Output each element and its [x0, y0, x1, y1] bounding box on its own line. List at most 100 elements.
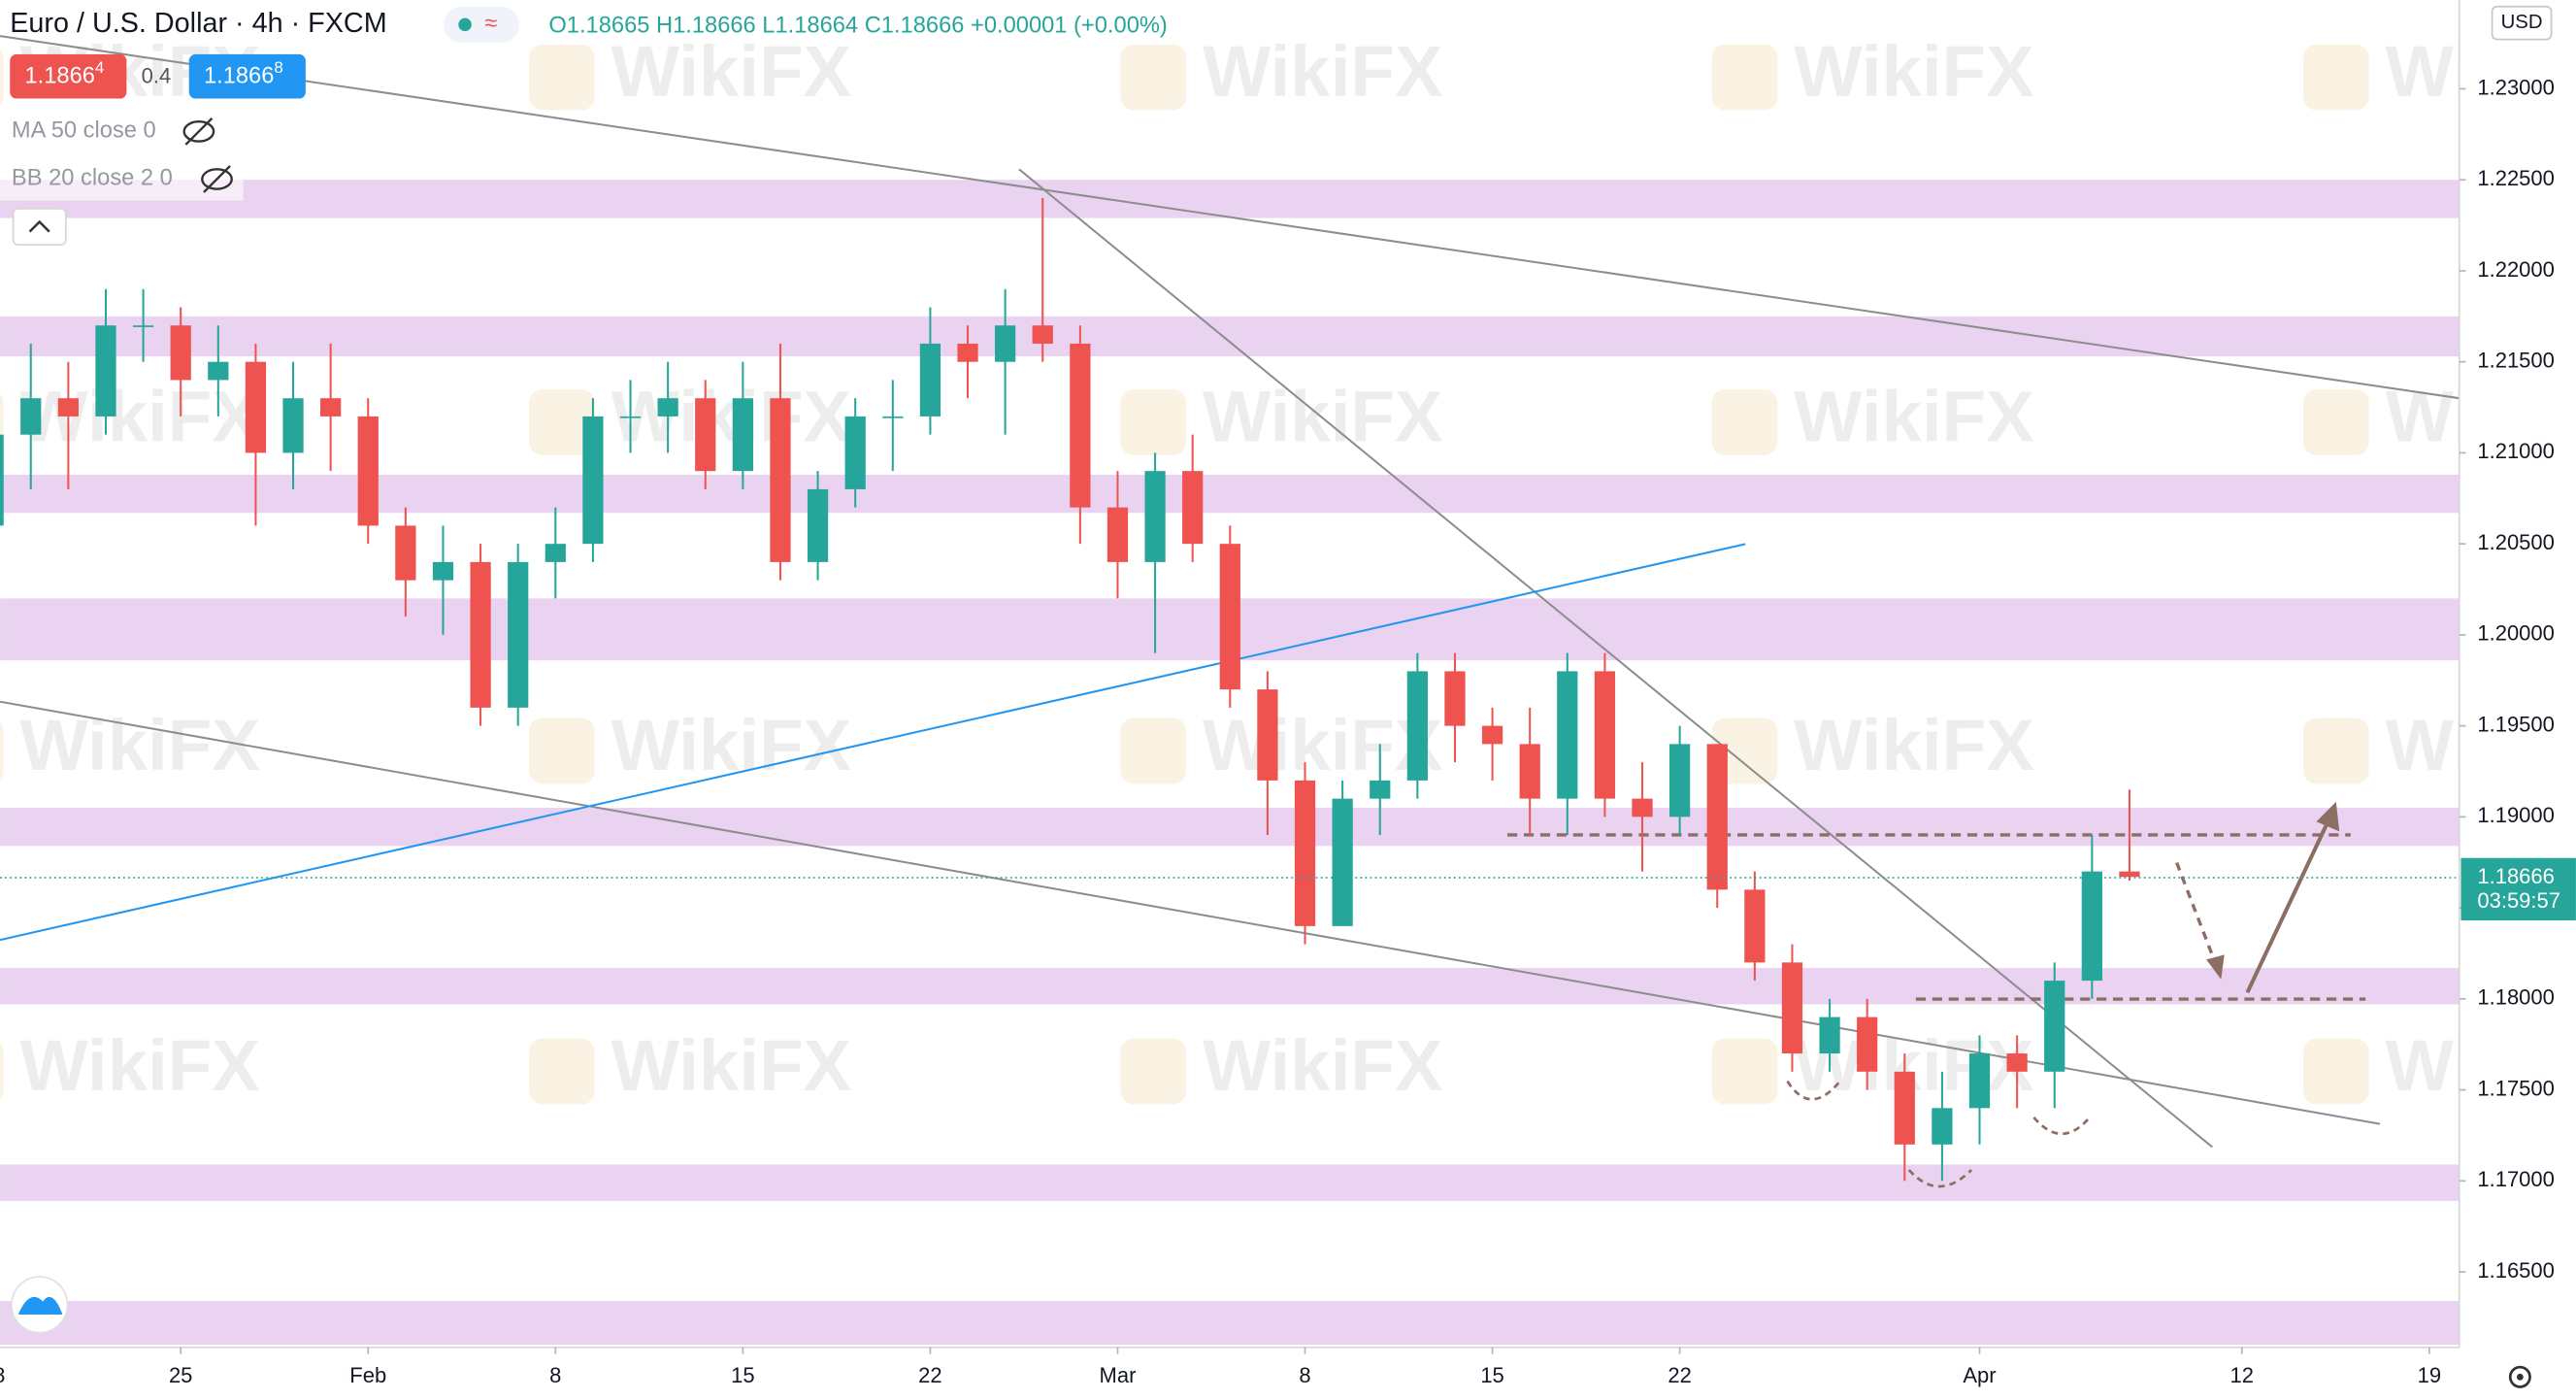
x-tick-label: Apr	[1963, 1363, 1996, 1387]
watermark-icon	[2302, 44, 2369, 111]
time-axis	[0, 1347, 2460, 1400]
watermark: WikiFX	[1203, 705, 1443, 785]
watermark-icon	[529, 389, 595, 455]
ohlc: O1.18665 H1.18666 L1.18664 C1.18666 +0.0…	[548, 13, 1167, 38]
watermark: WikiFX	[19, 705, 260, 785]
eye-off-icon[interactable]	[182, 117, 215, 146]
x-tick-label: 12	[2230, 1363, 2254, 1387]
candle-body	[582, 416, 604, 545]
x-tick-label: 22	[1668, 1363, 1691, 1387]
candle-body	[1332, 798, 1353, 926]
candle-body	[20, 398, 42, 435]
candle-body	[95, 325, 116, 417]
buy-price-pip[interactable]: 8	[274, 59, 282, 78]
watermark-icon	[529, 1038, 595, 1105]
y-tick-label: 1.16500	[2477, 1258, 2555, 1283]
x-tick-label: 25	[169, 1363, 192, 1387]
sell-price-pip[interactable]: 4	[95, 59, 104, 78]
candle-body	[957, 343, 978, 362]
buy-button[interactable]	[188, 53, 306, 99]
candle-body	[1032, 325, 1053, 344]
candle-body	[1070, 343, 1091, 508]
watermark-icon	[1120, 717, 1187, 784]
buy-price-main[interactable]: 1.1866	[204, 64, 274, 89]
indicator-label[interactable]: BB 20 close 2 0	[12, 166, 173, 191]
candle-body	[2044, 981, 2065, 1072]
watermark-icon	[1711, 44, 1778, 111]
trend-line	[0, 35, 2460, 400]
watermark: WikiFX	[1203, 31, 1443, 112]
watermark-icon	[1120, 389, 1187, 455]
sell-button[interactable]	[10, 53, 127, 99]
collapse-icon[interactable]	[28, 219, 50, 233]
candle-body	[1370, 780, 1391, 799]
candle-body	[2006, 1053, 2028, 1072]
trend-line	[1018, 168, 2213, 1149]
status-pill	[444, 6, 519, 44]
candle-body	[1781, 962, 1803, 1054]
candle-body	[432, 561, 454, 581]
candle-body	[995, 325, 1016, 362]
candle-body	[208, 361, 229, 381]
watermark: WikiFX	[1203, 377, 1443, 457]
candle-body	[1594, 671, 1616, 799]
candle-body	[619, 416, 642, 418]
y-tick-label: 1.21500	[2477, 349, 2555, 373]
candle-body	[395, 525, 416, 581]
head-arc	[1907, 1169, 1973, 1188]
settings-icon[interactable]	[2508, 1365, 2531, 1388]
watermark: WikiFX	[611, 31, 852, 112]
last-price-label: 1.18666	[2477, 864, 2555, 888]
candle-body	[57, 398, 79, 417]
candle-body	[732, 398, 753, 472]
candle-body	[919, 343, 941, 417]
price-axis	[2459, 0, 2576, 1400]
watermark: WikiFX	[19, 1025, 260, 1106]
countdown: 03:59:57	[2477, 888, 2560, 913]
candle-body	[1406, 671, 1428, 781]
candle-body	[1968, 1053, 1991, 1109]
indicator-label[interactable]: MA 50 close 0	[12, 118, 156, 144]
y-tick-label: 1.17000	[2477, 1167, 2555, 1191]
currency[interactable]: USD	[2501, 12, 2543, 33]
zones	[0, 180, 2460, 1346]
candle-body	[770, 398, 791, 562]
symbol-title: Euro / U.S. Dollar · 4h · FXCM	[10, 8, 386, 39]
candle-body	[2081, 871, 2102, 982]
x-tick-label: 19	[2418, 1363, 2441, 1387]
candle-body	[1106, 507, 1129, 562]
candle-body	[1932, 1108, 1953, 1145]
price-zone	[0, 1164, 2460, 1201]
candle-body	[170, 325, 191, 381]
eye-off-icon[interactable]	[201, 165, 233, 193]
sell-price[interactable]: 1.18664	[24, 59, 104, 89]
watermark: WikiFX	[1794, 377, 2034, 457]
watermark-icon	[2302, 1038, 2369, 1105]
candle-body	[1819, 1017, 1840, 1054]
x-tick-label: Feb	[349, 1363, 386, 1387]
watermark: WikiFX	[19, 377, 260, 457]
candle-body	[0, 434, 4, 526]
candle-body	[1481, 725, 1503, 745]
sell-price-main[interactable]: 1.1866	[24, 64, 94, 89]
y-tick-label: 1.18000	[2477, 985, 2555, 1010]
candle-body	[1257, 689, 1278, 781]
y-tick-label: 1.20500	[2477, 530, 2555, 554]
candle-body	[1557, 671, 1578, 799]
candle-body	[1294, 780, 1316, 926]
collapse-button[interactable]	[12, 208, 67, 247]
logo-icon[interactable]	[17, 1296, 63, 1315]
watermark-icon	[0, 49, 4, 106]
status-dot	[458, 17, 472, 32]
y-tick-label: 1.20000	[2477, 621, 2555, 646]
price-zone	[0, 1301, 2460, 1346]
currency-box[interactable]	[2491, 5, 2553, 41]
candle-body	[545, 544, 566, 562]
candle-body	[1444, 671, 1466, 726]
candle-body	[1706, 744, 1728, 890]
arrow-head	[2206, 954, 2225, 980]
x-tick-label: 22	[918, 1363, 941, 1387]
candles	[0, 197, 2140, 1182]
candle-body	[320, 398, 342, 417]
buy-price[interactable]: 1.18668	[204, 59, 283, 89]
